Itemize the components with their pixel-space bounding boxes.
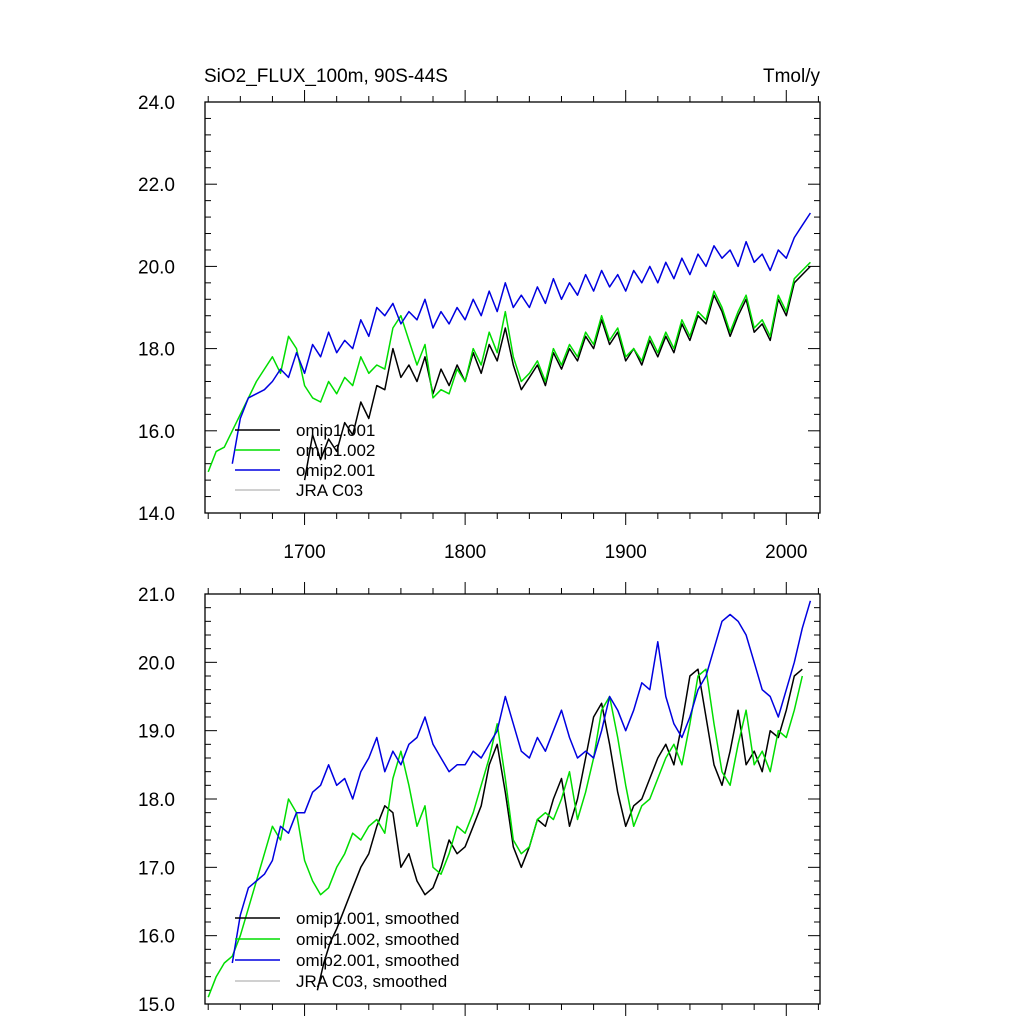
x-tick-label: 2000	[765, 542, 807, 563]
x-tick-label: 1700	[283, 542, 325, 563]
top-panel-units: Tmol/y	[763, 66, 821, 87]
x-tick-label: 1800	[444, 542, 486, 563]
y-tick-label: 22.0	[138, 175, 175, 196]
legend-label-1: omip1.002	[296, 441, 375, 460]
y-tick-label: 20.0	[138, 653, 175, 674]
y-tick-label: 21.0	[138, 585, 175, 606]
legend-label-0: omip1.001, smoothed	[296, 909, 460, 928]
legend-label-0: omip1.001	[296, 421, 375, 440]
series-line-2	[231, 212, 812, 464]
y-tick-label: 15.0	[138, 995, 175, 1016]
legend-label-2: omip2.001	[296, 461, 375, 480]
y-tick-label: 14.0	[138, 504, 175, 525]
legend-label-3: JRA C03, smoothed	[296, 972, 447, 991]
top-panel: SiO2_FLUX_100m, 90S-44S Tmol/y 14.0 16.0 1…	[138, 66, 821, 563]
y-tick-label: 19.0	[138, 722, 175, 743]
legend-label-3: JRA C03	[296, 481, 363, 500]
series-line-1	[207, 261, 811, 473]
y-tick-label: 18.0	[138, 340, 175, 361]
series-line-0	[303, 265, 811, 481]
series-line-2	[231, 600, 812, 964]
bottom-panel: 15.0 16.0 17.0 18.0 19.0 20.0 21.0 omip1.001, s…	[138, 582, 821, 1016]
y-tick-label: 16.0	[138, 927, 175, 948]
y-tick-label: 17.0	[138, 858, 175, 879]
x-tick-label: 1900	[605, 542, 647, 563]
y-tick-label: 18.0	[138, 790, 175, 811]
y-tick-label: 16.0	[138, 422, 175, 443]
series-line-0	[316, 668, 803, 991]
top-panel-title: SiO2_FLUX_100m, 90S-44S	[204, 66, 448, 87]
legend-label-2: omip2.001, smoothed	[296, 951, 460, 970]
y-tick-label: 24.0	[138, 93, 175, 114]
plot-frame	[204, 101, 821, 514]
series-line-1	[207, 668, 804, 998]
y-tick-label: 20.0	[138, 257, 175, 278]
legend-label-1: omip1.002, smoothed	[296, 930, 460, 949]
